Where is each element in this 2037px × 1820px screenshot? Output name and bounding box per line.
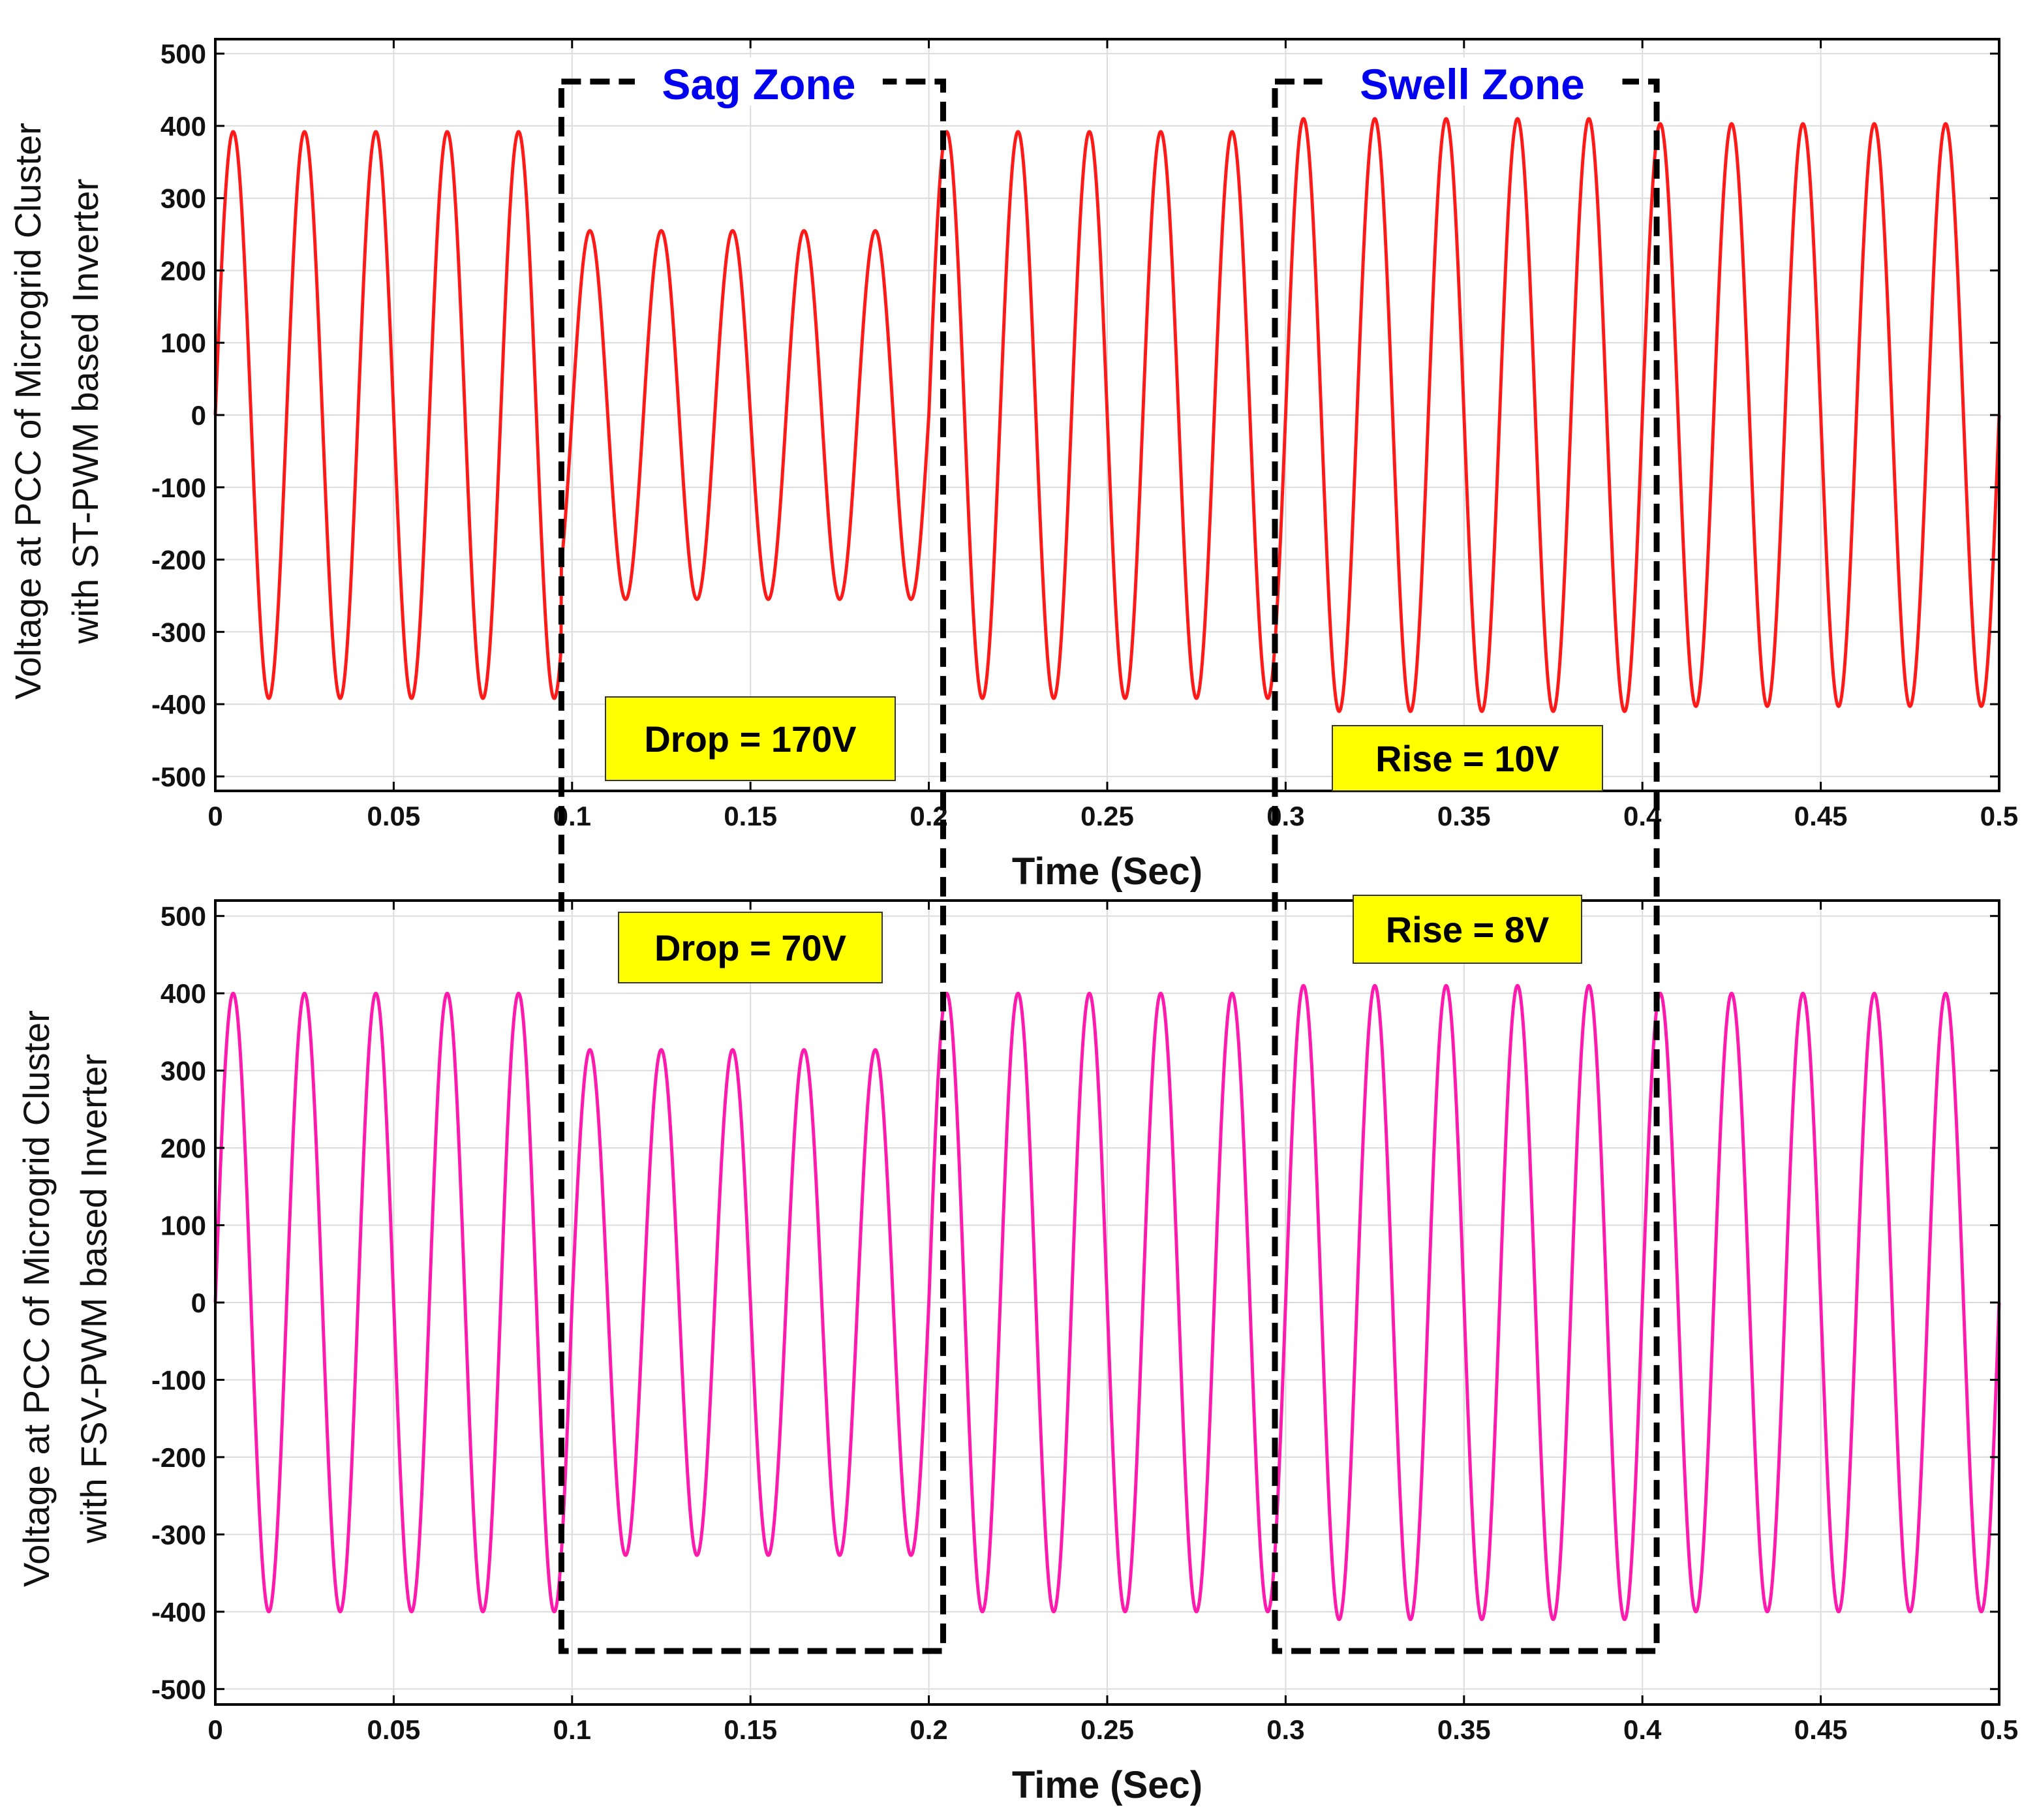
swell-zone-text: Swell Zone (1360, 60, 1585, 108)
x-tick-label: 0.1 (553, 1714, 591, 1745)
y-tick-label: -500 (151, 1674, 206, 1704)
annotation-drop-fsv: Drop = 70V (618, 912, 883, 983)
swell-zone-label-bg (1322, 57, 1623, 106)
y-tick-label: -100 (151, 472, 206, 503)
y-tick-label: 500 (161, 39, 206, 69)
x-tick-label: 0.45 (1794, 801, 1848, 831)
annotation-drop-st: Drop = 170V (605, 696, 896, 781)
x-tick-label: 0.25 (1080, 801, 1134, 831)
waveform-line (213, 983, 2001, 1622)
annotation-drop-st-text: Drop = 170V (644, 718, 856, 760)
annotation-rise-st-bg (1332, 725, 1603, 792)
x-tick-label: 0.05 (367, 1714, 421, 1745)
x-tick-label: 0.05 (367, 801, 421, 831)
y-tick-label: 0 (191, 400, 206, 431)
y-tick-label: 0 (191, 1288, 206, 1318)
y-tick-label: 500 (161, 901, 206, 932)
y-axis-title-line1: Voltage at PCC of Microgrid Cluster (7, 123, 48, 700)
x-tick-label: 0 (207, 1714, 222, 1745)
x-tick-label: 0.25 (1080, 1714, 1134, 1745)
sag-zone-label-bg (634, 57, 883, 106)
y-ticks-st-pwm: 500 400 300 200 100 0 -100 -200 -300 -400 -500 (151, 39, 1999, 792)
x-ticks-st-pwm: 0 0.05 0.1 0.15 0.2 0.25 0.3 0.35 0.4 0.45 0.5 (207, 39, 2018, 831)
y-axis-title-line2: with FSV-PWM based Inverter (73, 1054, 114, 1544)
y-ticks-fsv-pwm: 500 400 300 200 100 0 -100 -200 -300 -400 -500 (151, 901, 1999, 1704)
x-axis-title: Time (Sec) (1012, 850, 1202, 893)
chart-fsv-pwm: 500 400 300 200 100 0 -100 -200 -300 -400 -500 0 0.… (16, 899, 2018, 1806)
x-tick-label: 0.2 (910, 1714, 947, 1745)
y-axis-title-line2: with ST-PWM based Inverter (65, 179, 106, 645)
y-tick-label: 200 (161, 1133, 206, 1164)
y-tick-label: -400 (151, 689, 206, 720)
y-tick-label: 300 (161, 183, 206, 214)
annotation-rise-fsv-bg (1353, 895, 1582, 964)
y-tick-label: 100 (161, 328, 206, 358)
y-tick-label: 100 (161, 1211, 206, 1241)
x-tick-label: 0.4 (1623, 1714, 1662, 1745)
chart-st-pwm: 500 400 300 200 100 0 -100 -200 -300 -400 -500 0 0.… (7, 38, 2018, 893)
annotation-rise-fsv: Rise = 8V (1353, 895, 1582, 964)
annotation-drop-fsv-bg (618, 912, 883, 983)
y-tick-label: -200 (151, 1442, 206, 1473)
series-st-pwm (213, 117, 2001, 713)
y-axis-title-line1: Voltage at PCC of Microgrid Cluster (16, 1010, 57, 1587)
annotation-rise-fsv-text: Rise = 8V (1386, 909, 1550, 950)
x-tick-label: 0.15 (724, 1714, 777, 1745)
x-tick-label: 0.45 (1794, 1714, 1848, 1745)
x-axis-title: Time (Sec) (1012, 1764, 1202, 1806)
swell-zone-box (1272, 78, 1660, 1654)
x-tick-label: 0.35 (1437, 801, 1491, 831)
y-tick-label: -200 (151, 545, 206, 576)
x-tick-label: 0.5 (1980, 1714, 2018, 1745)
x-ticks-fsv-pwm: 0 0.05 0.1 0.15 0.2 0.25 0.3 0.35 0.4 0.45 0.5 (207, 901, 2018, 1745)
x-tick-label: 0.3 (1266, 1714, 1304, 1745)
waveform-line (213, 117, 2001, 713)
y-tick-label: -400 (151, 1597, 206, 1627)
swell-zone-label: Swell Zone (1322, 57, 1623, 108)
annotation-rise-st: Rise = 10V (1332, 725, 1603, 792)
sag-zone-label: Sag Zone (634, 57, 883, 108)
x-tick-label: 0.35 (1437, 1714, 1491, 1745)
y-tick-label: -300 (151, 617, 206, 647)
y-tick-label: -100 (151, 1365, 206, 1395)
x-tick-label: 0.5 (1980, 801, 2018, 831)
y-tick-label: -300 (151, 1519, 206, 1550)
annotation-drop-st-bg (605, 696, 896, 781)
sag-zone-text: Sag Zone (662, 60, 855, 108)
y-tick-label: 400 (161, 978, 206, 1009)
y-tick-label: -500 (151, 762, 206, 792)
annotation-rise-st-text: Rise = 10V (1375, 738, 1559, 779)
y-tick-label: 300 (161, 1056, 206, 1087)
x-tick-label: 0 (207, 801, 222, 831)
series-fsv-pwm (213, 983, 2001, 1622)
x-tick-label: 0.15 (724, 801, 777, 831)
y-tick-label: 400 (161, 111, 206, 142)
y-tick-label: 200 (161, 255, 206, 286)
annotation-drop-fsv-text: Drop = 70V (654, 927, 846, 968)
